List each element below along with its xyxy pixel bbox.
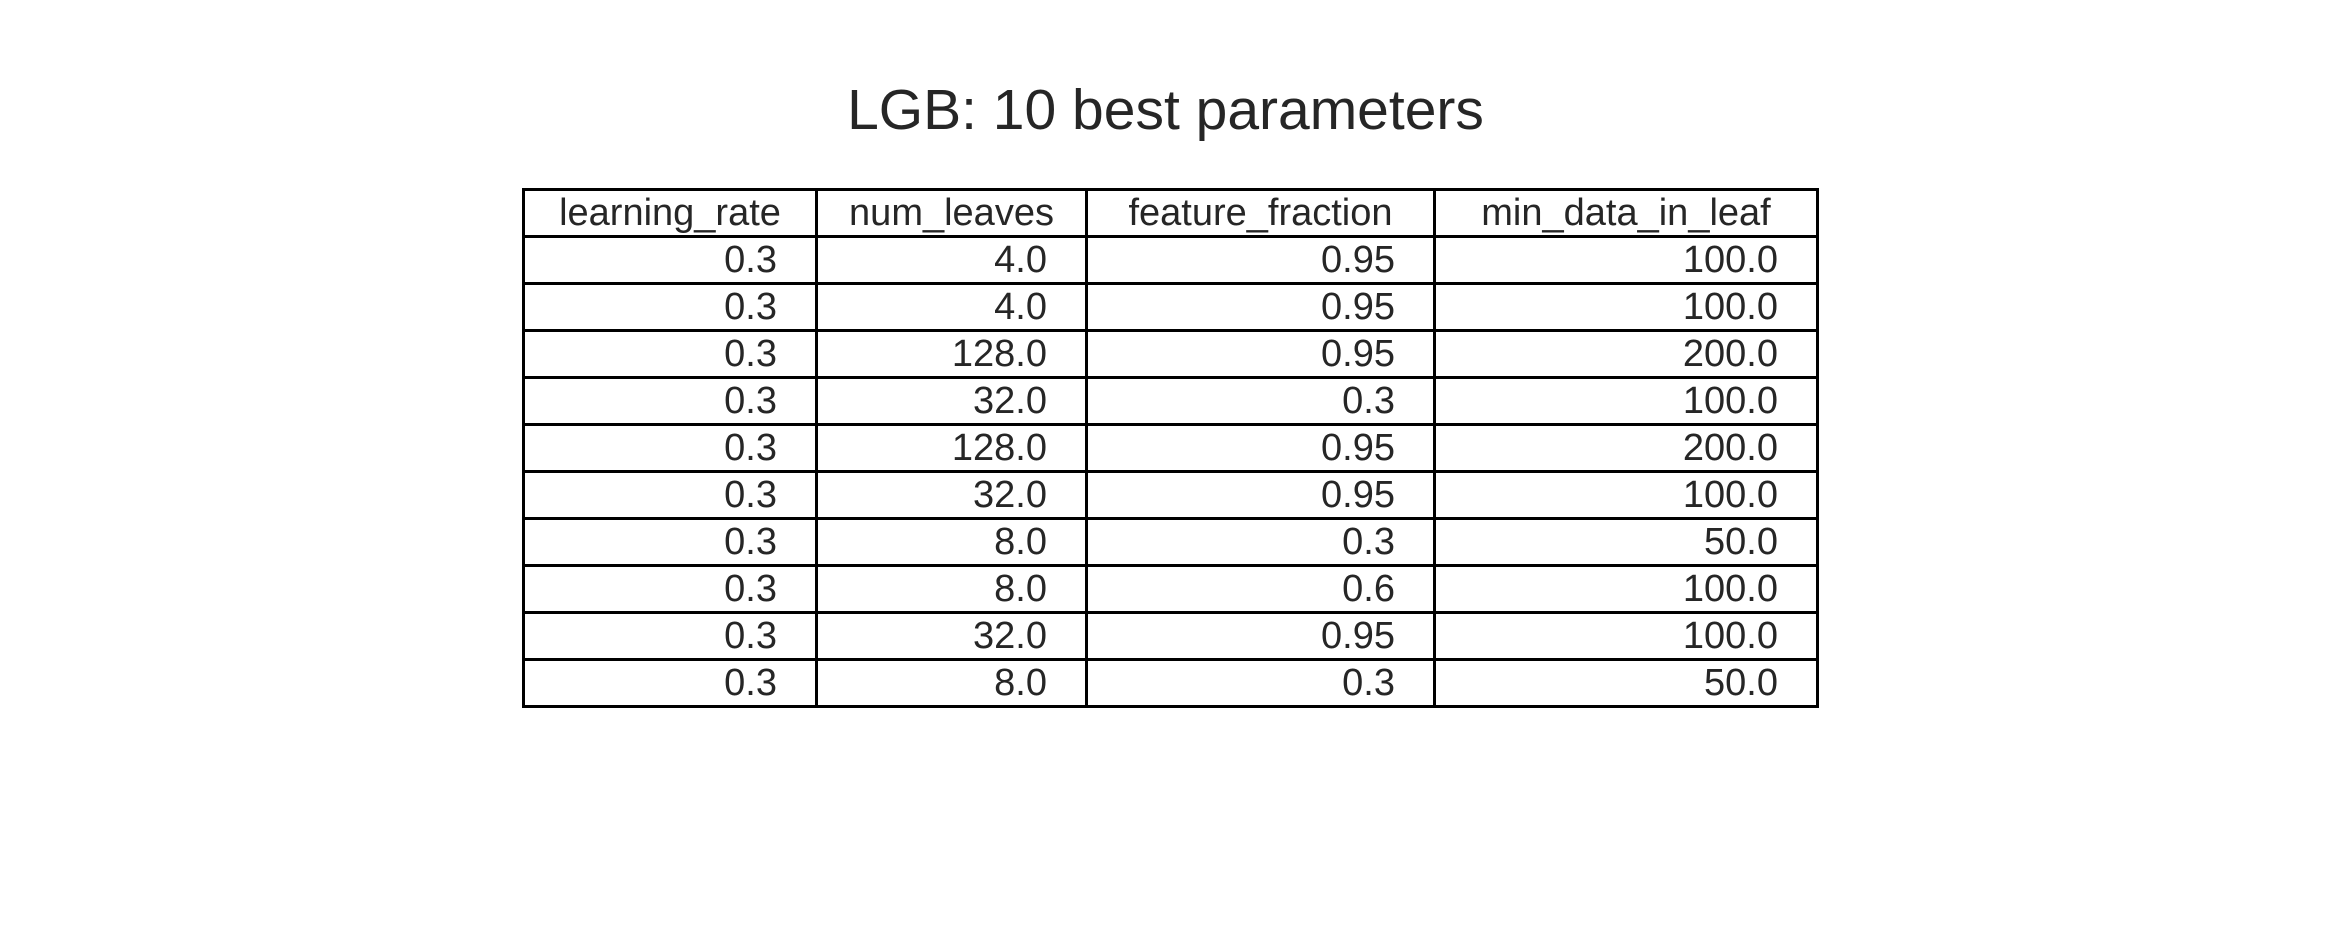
table-header-row: learning_rate num_leaves feature_fractio…: [522, 188, 1819, 238]
parameters-table: learning_rate num_leaves feature_fractio…: [522, 188, 1819, 708]
table-cell-min-data-in-leaf: 50.0: [1433, 517, 1819, 567]
table-cell-learning-rate: 0.3: [522, 282, 818, 332]
table-cell-learning-rate: 0.3: [522, 517, 818, 567]
table-cell-min-data-in-leaf: 100.0: [1433, 282, 1819, 332]
table-cell-min-data-in-leaf: 100.0: [1433, 564, 1819, 614]
table-cell-feature-fraction: 0.95: [1085, 470, 1436, 520]
chart-title: LGB: 10 best parameters: [847, 78, 1484, 142]
table-cell-learning-rate: 0.3: [522, 611, 818, 661]
table-row: 0.3 128.0 0.95 200.0: [522, 329, 1819, 379]
column-header-feature-fraction: feature_fraction: [1085, 188, 1436, 238]
table-cell-feature-fraction: 0.3: [1085, 517, 1436, 567]
table-cell-min-data-in-leaf: 100.0: [1433, 611, 1819, 661]
table-cell-min-data-in-leaf: 200.0: [1433, 423, 1819, 473]
table-cell-learning-rate: 0.3: [522, 376, 818, 426]
table-row: 0.3 32.0 0.95 100.0: [522, 611, 1819, 661]
table-cell-num-leaves: 128.0: [815, 329, 1088, 379]
table-cell-learning-rate: 0.3: [522, 235, 818, 285]
table-cell-feature-fraction: 0.3: [1085, 376, 1436, 426]
table-row: 0.3 8.0 0.6 100.0: [522, 564, 1819, 614]
table-cell-num-leaves: 8.0: [815, 564, 1088, 614]
table-row: 0.3 8.0 0.3 50.0: [522, 658, 1819, 708]
table-cell-min-data-in-leaf: 100.0: [1433, 470, 1819, 520]
column-header-num-leaves: num_leaves: [815, 188, 1088, 238]
table-cell-num-leaves: 128.0: [815, 423, 1088, 473]
table-cell-num-leaves: 32.0: [815, 611, 1088, 661]
table-cell-learning-rate: 0.3: [522, 423, 818, 473]
table-cell-min-data-in-leaf: 100.0: [1433, 376, 1819, 426]
table-row: 0.3 4.0 0.95 100.0: [522, 282, 1819, 332]
table-cell-learning-rate: 0.3: [522, 658, 818, 708]
table-row: 0.3 32.0 0.3 100.0: [522, 376, 1819, 426]
table-cell-feature-fraction: 0.95: [1085, 282, 1436, 332]
table-cell-num-leaves: 32.0: [815, 376, 1088, 426]
table-cell-num-leaves: 4.0: [815, 282, 1088, 332]
table-cell-learning-rate: 0.3: [522, 329, 818, 379]
column-header-min-data-in-leaf: min_data_in_leaf: [1433, 188, 1819, 238]
table-cell-feature-fraction: 0.95: [1085, 611, 1436, 661]
table-cell-min-data-in-leaf: 200.0: [1433, 329, 1819, 379]
table-cell-min-data-in-leaf: 50.0: [1433, 658, 1819, 708]
table-body: 0.3 4.0 0.95 100.0 0.3 4.0 0.95 100.0 0.3 128.0 0.…: [522, 235, 1819, 708]
table-cell-feature-fraction: 0.95: [1085, 423, 1436, 473]
table-row: 0.3 8.0 0.3 50.0: [522, 517, 1819, 567]
table-cell-num-leaves: 8.0: [815, 658, 1088, 708]
table-cell-feature-fraction: 0.6: [1085, 564, 1436, 614]
column-header-learning-rate: learning_rate: [522, 188, 818, 238]
table-row: 0.3 4.0 0.95 100.0: [522, 235, 1819, 285]
table-cell-min-data-in-leaf: 100.0: [1433, 235, 1819, 285]
table-cell-feature-fraction: 0.95: [1085, 235, 1436, 285]
table-cell-num-leaves: 8.0: [815, 517, 1088, 567]
table-cell-num-leaves: 4.0: [815, 235, 1088, 285]
table-cell-feature-fraction: 0.95: [1085, 329, 1436, 379]
table-cell-num-leaves: 32.0: [815, 470, 1088, 520]
table-row: 0.3 32.0 0.95 100.0: [522, 470, 1819, 520]
table-row: 0.3 128.0 0.95 200.0: [522, 423, 1819, 473]
table-cell-learning-rate: 0.3: [522, 564, 818, 614]
table-cell-feature-fraction: 0.3: [1085, 658, 1436, 708]
table-cell-learning-rate: 0.3: [522, 470, 818, 520]
